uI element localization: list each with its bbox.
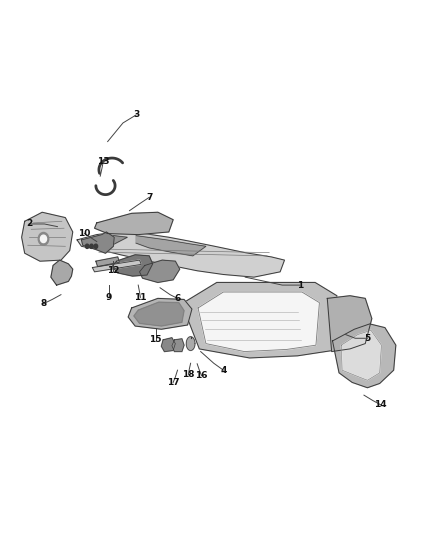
Text: 7: 7 (146, 193, 152, 202)
Polygon shape (84, 235, 127, 246)
Text: 6: 6 (174, 294, 180, 303)
Polygon shape (81, 232, 114, 253)
Polygon shape (186, 337, 195, 351)
Polygon shape (182, 282, 337, 358)
Polygon shape (95, 212, 173, 235)
Polygon shape (341, 330, 381, 380)
Polygon shape (134, 302, 184, 326)
Text: 15: 15 (149, 335, 162, 344)
Polygon shape (172, 339, 184, 352)
Polygon shape (112, 255, 152, 276)
Circle shape (85, 244, 89, 248)
Polygon shape (198, 292, 319, 352)
Polygon shape (92, 260, 141, 272)
Text: 12: 12 (107, 266, 120, 275)
Text: 9: 9 (106, 293, 112, 302)
Circle shape (94, 244, 98, 248)
Text: 8: 8 (40, 299, 46, 308)
Circle shape (40, 235, 46, 243)
Text: 16: 16 (195, 371, 208, 380)
Text: 1: 1 (297, 280, 303, 289)
Polygon shape (136, 236, 206, 256)
Text: 14: 14 (374, 400, 387, 409)
Text: 10: 10 (78, 229, 91, 238)
Polygon shape (21, 212, 73, 261)
Polygon shape (161, 338, 175, 352)
Text: 4: 4 (220, 366, 226, 375)
Text: 2: 2 (26, 220, 32, 229)
Text: 11: 11 (134, 293, 147, 302)
Polygon shape (140, 260, 180, 282)
Polygon shape (96, 257, 120, 266)
Text: 18: 18 (182, 370, 194, 379)
Polygon shape (128, 298, 192, 329)
Text: 17: 17 (167, 378, 180, 387)
Polygon shape (327, 296, 372, 352)
Polygon shape (51, 260, 73, 285)
Circle shape (38, 232, 49, 245)
Circle shape (90, 244, 93, 248)
Text: 13: 13 (97, 157, 110, 166)
Text: 5: 5 (364, 334, 371, 343)
Polygon shape (77, 232, 285, 277)
Polygon shape (332, 324, 396, 387)
Text: 3: 3 (133, 110, 139, 119)
